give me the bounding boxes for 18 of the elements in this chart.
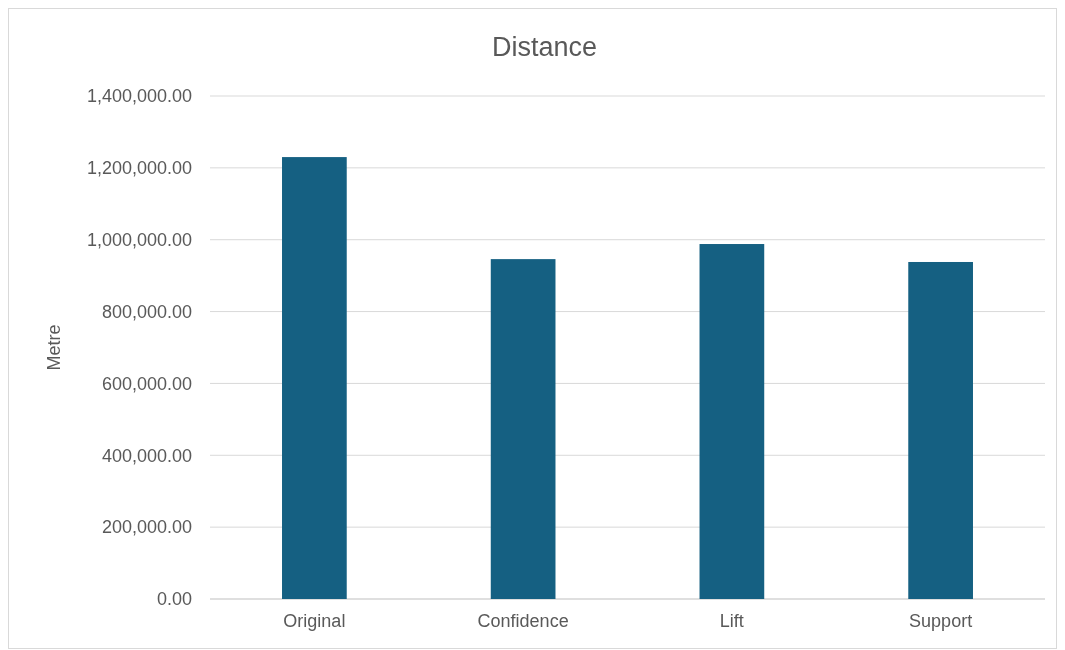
y-tick-label: 1,000,000.00 (86, 230, 192, 251)
bar (699, 244, 765, 599)
chart-title: Distance (491, 32, 598, 62)
y-tick-label: 200,000.00 (101, 517, 192, 538)
x-tick-label: Original (283, 611, 346, 631)
bar (490, 259, 556, 599)
y-tick-label: 1,400,000.00 (86, 86, 192, 107)
x-tick-label: Confidence (477, 611, 569, 631)
y-tick-label: 0.00 (156, 589, 192, 610)
x-tick-label: Lift (719, 611, 744, 631)
y-tick-label: 800,000.00 (101, 301, 192, 322)
y-tick-label: 400,000.00 (101, 445, 192, 466)
y-tick-label: 1,200,000.00 (86, 158, 192, 179)
y-tick-label: 600,000.00 (101, 373, 192, 394)
bar (908, 261, 973, 599)
y-axis-title: Metre (44, 324, 64, 371)
bar (282, 157, 347, 599)
x-tick-label: Support (909, 611, 973, 631)
